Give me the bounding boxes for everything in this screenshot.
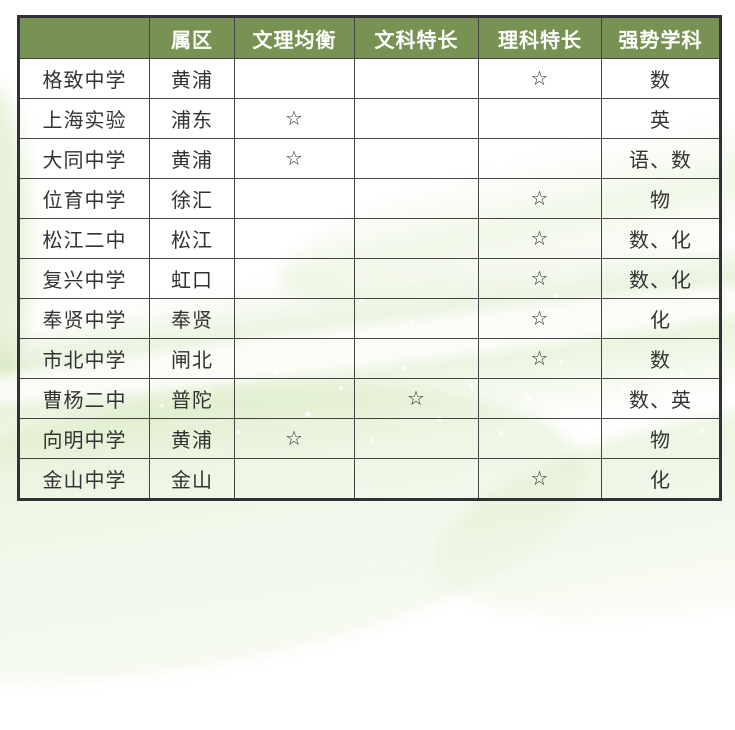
- col-header-blank: [18, 16, 150, 59]
- cell-liberal-arts-specialty: [354, 338, 479, 379]
- cell-school-name: 金山中学: [18, 458, 150, 500]
- cell-district: 虹口: [149, 258, 235, 299]
- cell-science-specialty: [478, 98, 602, 139]
- cell-strong-subjects: 数、化: [601, 218, 721, 259]
- cell-school-name: 位育中学: [18, 178, 150, 219]
- cell-strong-subjects: 语、数: [601, 138, 721, 179]
- col-header-district: 属区: [149, 16, 235, 59]
- cell-liberal-arts-specialty: [354, 458, 479, 500]
- cell-liberal-arts-specialty: [354, 298, 479, 339]
- cell-liberal-arts-specialty: [354, 138, 479, 179]
- cell-school-name: 大同中学: [18, 138, 150, 179]
- cell-science-specialty: ☆: [478, 58, 602, 99]
- cell-district: 黄浦: [149, 138, 235, 179]
- cell-balanced-arts-science: [234, 58, 355, 99]
- table-row: 复兴中学 虹口 ☆ 数、化: [18, 258, 721, 299]
- cell-liberal-arts-specialty: [354, 218, 479, 259]
- col-header-strong-subjects: 强势学科: [601, 16, 721, 59]
- cell-liberal-arts-specialty: ☆: [354, 378, 479, 419]
- cell-school-name: 奉贤中学: [18, 298, 150, 339]
- cell-strong-subjects: 化: [601, 298, 721, 339]
- cell-science-specialty: ☆: [478, 258, 602, 299]
- cell-school-name: 曹杨二中: [18, 378, 150, 419]
- cell-district: 徐汇: [149, 178, 235, 219]
- cell-strong-subjects: 化: [601, 458, 721, 500]
- cell-liberal-arts-specialty: [354, 178, 479, 219]
- col-header-science-specialty: 理科特长: [478, 16, 602, 59]
- table-row: 金山中学 金山 ☆ 化: [18, 458, 721, 500]
- cell-balanced-arts-science: [234, 378, 355, 419]
- cell-district: 松江: [149, 218, 235, 259]
- cell-school-name: 上海实验: [18, 98, 150, 139]
- cell-liberal-arts-specialty: [354, 258, 479, 299]
- cell-liberal-arts-specialty: [354, 58, 479, 99]
- cell-strong-subjects: 数、化: [601, 258, 721, 299]
- table-row: 市北中学 闸北 ☆ 数: [18, 338, 721, 379]
- cell-balanced-arts-science: [234, 298, 355, 339]
- cell-strong-subjects: 英: [601, 98, 721, 139]
- cell-district: 浦东: [149, 98, 235, 139]
- cell-district: 普陀: [149, 378, 235, 419]
- table-row: 大同中学 黄浦 ☆ 语、数: [18, 138, 721, 179]
- cell-strong-subjects: 物: [601, 178, 721, 219]
- cell-district: 黄浦: [149, 58, 235, 99]
- schools-comparison-table: 属区 文理均衡 文科特长 理科特长 强势学科 格致中学 黄浦 ☆ 数 上海实验 …: [17, 15, 722, 501]
- cell-balanced-arts-science: [234, 178, 355, 219]
- header-row: 属区 文理均衡 文科特长 理科特长 强势学科: [18, 16, 721, 59]
- cell-science-specialty: [478, 378, 602, 419]
- cell-balanced-arts-science: [234, 458, 355, 500]
- cell-strong-subjects: 数、英: [601, 378, 721, 419]
- cell-balanced-arts-science: ☆: [234, 138, 355, 179]
- cell-science-specialty: ☆: [478, 178, 602, 219]
- cell-science-specialty: ☆: [478, 338, 602, 379]
- table-row: 位育中学 徐汇 ☆ 物: [18, 178, 721, 219]
- cell-liberal-arts-specialty: [354, 418, 479, 459]
- cell-balanced-arts-science: ☆: [234, 418, 355, 459]
- cell-balanced-arts-science: [234, 218, 355, 259]
- cell-strong-subjects: 数: [601, 338, 721, 379]
- cell-science-specialty: ☆: [478, 298, 602, 339]
- table-row: 格致中学 黄浦 ☆ 数: [18, 58, 721, 99]
- cell-balanced-arts-science: [234, 338, 355, 379]
- cell-district: 闸北: [149, 338, 235, 379]
- cell-liberal-arts-specialty: [354, 98, 479, 139]
- cell-district: 金山: [149, 458, 235, 500]
- cell-school-name: 松江二中: [18, 218, 150, 259]
- table-row: 上海实验 浦东 ☆ 英: [18, 98, 721, 139]
- cell-school-name: 格致中学: [18, 58, 150, 99]
- cell-strong-subjects: 数: [601, 58, 721, 99]
- cell-strong-subjects: 物: [601, 418, 721, 459]
- cell-district: 黄浦: [149, 418, 235, 459]
- cell-balanced-arts-science: [234, 258, 355, 299]
- col-header-balanced-arts-science: 文理均衡: [234, 16, 355, 59]
- table-row: 奉贤中学 奉贤 ☆ 化: [18, 298, 721, 339]
- cell-science-specialty: [478, 138, 602, 179]
- cell-school-name: 市北中学: [18, 338, 150, 379]
- cell-school-name: 向明中学: [18, 418, 150, 459]
- table-row: 向明中学 黄浦 ☆ 物: [18, 418, 721, 459]
- cell-science-specialty: ☆: [478, 458, 602, 500]
- cell-science-specialty: [478, 418, 602, 459]
- cell-district: 奉贤: [149, 298, 235, 339]
- cell-school-name: 复兴中学: [18, 258, 150, 299]
- cell-balanced-arts-science: ☆: [234, 98, 355, 139]
- table-row: 松江二中 松江 ☆ 数、化: [18, 218, 721, 259]
- col-header-liberal-arts-specialty: 文科特长: [354, 16, 479, 59]
- cell-science-specialty: ☆: [478, 218, 602, 259]
- table-row: 曹杨二中 普陀 ☆ 数、英: [18, 378, 721, 419]
